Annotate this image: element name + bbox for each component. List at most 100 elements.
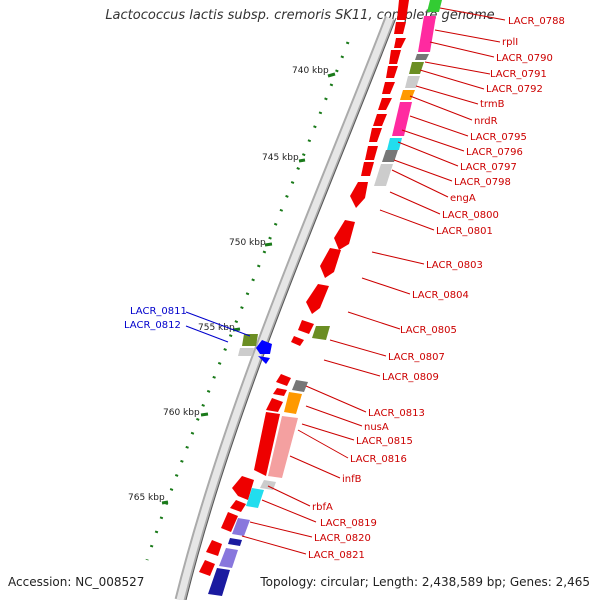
accession-text: Accession: NC_008527 [8,575,145,589]
gene-label-lacr-0809: LACR_0809 [382,372,439,383]
gene-box-blue-left [256,340,272,354]
gene-arrow [291,336,304,346]
gene-arrow [230,500,246,512]
gene-box-magenta-2 [392,102,412,136]
gene-label-lacr-0791: LACR_0791 [490,69,547,80]
gene-arrow [350,182,368,208]
backbone [174,16,397,600]
gene-arrow [397,0,409,20]
gene-labels-blue: LACR_0811 LACR_0812 [124,306,187,331]
ruler-label-745: 745 kbp [262,153,299,163]
gene-box-orange-2 [284,392,302,414]
gene-label-lacr-0819: LACR_0819 [320,518,377,529]
ruler-label-755: 755 kbp [198,323,235,333]
gene-box-green [427,0,442,12]
ruler-dotted-line [145,41,350,561]
gene-label-rbfa: rbfA [312,502,333,513]
ruler-label-740: 740 kbp [292,66,329,76]
gene-arrow [298,320,314,334]
gene-arrow [306,284,329,314]
gene-label-lacr-0804: LACR_0804 [412,290,469,301]
gene-box-grey-2 [382,150,398,162]
gene-box-lightgrey-2 [374,164,393,186]
gene-label-rpli: rplI [502,37,518,48]
gene-arrow [199,560,215,576]
gene-box-grey [415,54,429,60]
gene-box-olive-2 [312,326,330,340]
gene-label-infb: infB [342,474,362,485]
gene-label-nrdr: nrdR [474,116,498,127]
gene-label-lacr-0803: LACR_0803 [426,260,483,271]
gene-label-nusa: nusA [364,422,389,433]
gene-label-lacr-0807: LACR_0807 [388,352,445,363]
gene-label-lacr-0816: LACR_0816 [350,454,407,465]
gene-box-olive [409,62,424,74]
gene-label-lacr-0795: LACR_0795 [470,132,527,143]
ruler-label-765: 765 kbp [128,493,165,503]
gene-box-pink [268,416,298,478]
gene-label-lacr-0811: LACR_0811 [130,306,187,317]
gene-box-purple [232,518,250,536]
gene-arrow [266,398,283,412]
gene-box-grey-3 [292,380,308,392]
gene-box-blue-left-2 [258,356,270,364]
gene-box-lightgrey-left [238,348,254,356]
gene-label-lacr-0821: LACR_0821 [308,550,365,561]
leader-lines-red [241,7,506,555]
gene-arrow [334,220,355,250]
gene-label-lacr-0812: LACR_0812 [124,320,181,331]
gene-arrow [389,50,401,64]
gene-label-lacr-0820: LACR_0820 [314,533,371,544]
gene-arrow [365,146,378,160]
forward-strand-genes [208,0,442,596]
gene-arrow [378,98,392,110]
gene-label-lacr-0792: LACR_0792 [486,84,543,95]
ruler-label-750: 750 kbp [229,238,266,248]
gene-labels-red: LACR_0788 rplI LACR_0790 LACR_0791 LACR_… [308,16,565,561]
gene-arrow [394,22,406,34]
leader-lines-blue [185,311,251,343]
gene-box-navy [228,538,242,546]
gene-box-cyan [387,138,402,150]
gene-arrow [373,114,387,126]
gene-box-cyan-2 [246,488,264,508]
ruler-label-760: 760 kbp [163,408,200,418]
gene-arrow [386,66,398,78]
gene-box-navy-2 [208,568,230,596]
inner-features [238,334,272,364]
gene-box-purple-2 [219,548,238,568]
gene-arrow [361,162,374,176]
gene-label-lacr-0800: LACR_0800 [442,210,499,221]
ruler-labels: 740 kbp 745 kbp 750 kbp 755 kbp 760 kbp … [128,66,329,503]
reverse-strand-genes [199,0,409,576]
gene-label-enga: engA [450,193,476,204]
gene-label-lacr-0798: LACR_0798 [454,177,511,188]
gene-label-lacr-0801: LACR_0801 [436,226,493,237]
gene-arrow [276,374,291,386]
gene-box-orange [400,90,415,100]
gene-label-lacr-0797: LACR_0797 [460,162,517,173]
gene-arrow [382,82,395,94]
gene-arrow [232,476,254,500]
gene-label-lacr-0813: LACR_0813 [368,408,425,419]
gene-arrow [394,38,406,48]
gene-arrow [273,388,287,396]
gene-label-trmb: trmB [480,99,505,110]
gene-box-magenta [418,16,436,52]
gene-arrow [369,128,382,142]
gene-arrow [206,540,222,556]
gene-arrow [254,412,280,476]
gene-label-lacr-0788: LACR_0788 [508,16,565,27]
gene-label-lacr-0815: LACR_0815 [356,436,413,447]
gene-label-lacr-0790: LACR_0790 [496,53,553,64]
gene-arrow [320,248,341,278]
gene-box-lightgrey [405,76,420,88]
genome-stats-text: Topology: circular; Length: 2,438,589 bp… [260,575,590,589]
ruler-major-ticks [161,72,336,505]
gene-label-lacr-0805: LACR_0805 [400,325,457,336]
gene-arrow [221,512,238,532]
gene-label-lacr-0796: LACR_0796 [466,147,523,158]
gene-box-olive-left [242,334,258,346]
